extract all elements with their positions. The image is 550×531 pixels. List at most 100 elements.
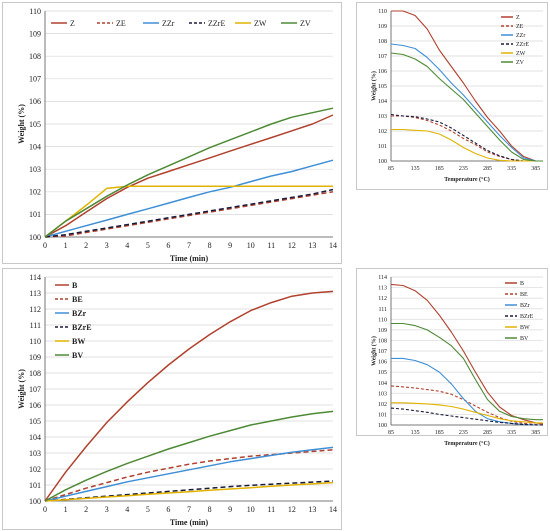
y-tick-label: 103 [378,391,387,397]
x-tick-label: 12 [288,505,296,514]
x-axis-label: Temperature (°C) [444,176,490,183]
y-tick-label: 105 [378,370,387,376]
x-tick-label: 0 [43,505,47,514]
chart-a-right: 100 101 102 103 104 105 106 107 108 109 110 85 135 18… [356,2,548,190]
y-tick-label: 100 [378,423,387,429]
y-tick-label: 106 [378,69,387,75]
x-tick-label: 9 [228,505,232,514]
y-tick-label: 108 [378,39,387,45]
x-tick-label: 235 [459,430,468,436]
x-tick-label: 10 [247,505,255,514]
x-tick-label: 185 [435,430,444,436]
legend-label-ze: ZE [516,24,524,30]
x-tick-label: 335 [507,166,516,172]
y-axis-label: Weight (%) [17,104,26,144]
legend-label-zzre: ZZrE [516,42,529,48]
x-tick-label: 385 [531,430,540,436]
y-tick-label: 108 [378,339,387,345]
series-line-be [390,385,544,426]
series-line-zw [391,128,543,162]
x-tick-label: 385 [531,166,540,172]
legend-label-z: Z [70,19,75,28]
x-tick-label: 1 [64,241,68,250]
y-tick-label: 108 [29,369,41,378]
x-axis-label: Temperature (°C) [444,440,490,447]
x-tick-label: 13 [308,241,316,250]
series-line-bw [44,481,334,502]
legend-label-bzre: BZrE [72,323,92,332]
series-line-bw [391,402,543,424]
y-tick-label: 107 [378,349,387,355]
series-line-z [391,10,543,162]
y-tick-label: 103 [29,449,41,458]
x-tick-label: 185 [435,166,444,172]
x-tick-label: 0 [43,241,47,250]
x-tick-label: 2 [84,505,88,514]
series-line-zzr [44,159,334,238]
legend-label-bzr: BZr [520,303,530,309]
y-tick-label: 100 [29,233,41,242]
x-tick-label: 1 [64,505,68,514]
x-tick-label: 6 [166,505,170,514]
x-tick-label: 2 [84,241,88,250]
y-tick-label: 108 [29,52,41,61]
y-tick-label: 109 [378,24,387,30]
x-tick-label: 5 [146,505,150,514]
y-tick-label: 113 [29,289,41,298]
y-tick-label: 114 [378,275,387,281]
y-tick-label: 104 [378,99,387,105]
y-tick-label: 104 [29,433,41,442]
legend-label-b: B [520,281,524,287]
series-line-b [390,283,544,425]
y-tick-label: 109 [29,353,41,362]
legend-label-zzre: ZZrE [208,19,225,28]
x-tick-label: 135 [411,430,420,436]
legend-label-z: Z [516,15,520,21]
chart-b-right: 100 101 102 103 104 105 106 107 108 109 110 111 112 1… [356,268,548,447]
y-tick-label: 100 [378,159,387,165]
legend-label-zv: ZV [516,60,525,66]
legend-label-zw: ZW [254,19,267,28]
y-axis-label: Weight (%) [17,369,26,409]
y-tick-label: 110 [378,317,387,323]
x-tick-label: 5 [146,241,150,250]
y-tick-label: 102 [378,129,387,135]
x-tick-label: 3 [105,241,109,250]
series-line-be [44,449,334,502]
y-tick-label: 101 [29,481,41,490]
x-tick-label: 8 [208,241,212,250]
y-tick-label: 106 [29,97,41,106]
y-tick-label: 105 [29,120,41,129]
x-tick-label: 9 [228,241,232,250]
x-tick-label: 85 [388,166,394,172]
x-tick-label: 3 [105,505,109,514]
legend-label-zv: ZV [300,19,311,28]
y-tick-label: 100 [29,497,41,506]
x-tick-label: 135 [411,166,420,172]
series-line-bv [391,322,543,421]
y-tick-label: 103 [378,114,387,120]
y-tick-label: 107 [29,385,41,394]
x-axis-label: Time (min) [170,254,209,263]
x-tick-label: 13 [308,505,316,514]
x-tick-label: 11 [267,505,275,514]
x-tick-label: 8 [208,505,212,514]
y-tick-label: 105 [378,84,387,90]
x-tick-label: 12 [288,241,296,250]
series-line-bzr [391,357,543,426]
y-tick-label: 111 [30,321,41,330]
series-line-zv [390,52,543,162]
x-tick-label: 285 [483,430,492,436]
legend-label-bzr: BZr [72,309,87,318]
series-line-z [44,114,334,238]
legend-label-bw: BW [72,337,85,346]
chart-b-left-svg: 1001011021031041051061071081091101111121… [17,273,337,527]
legend-label-be: BE [72,295,83,304]
chart-b-left: 100 101 102 103 104 105 106 107 108 109 110 111 112 1… [2,268,342,530]
x-tick-label: 10 [247,241,255,250]
x-tick-label: 7 [187,241,191,250]
legend-label-zzr: ZZr [516,33,525,39]
y-tick-label: 104 [378,381,387,387]
x-tick-label: 235 [459,166,468,172]
